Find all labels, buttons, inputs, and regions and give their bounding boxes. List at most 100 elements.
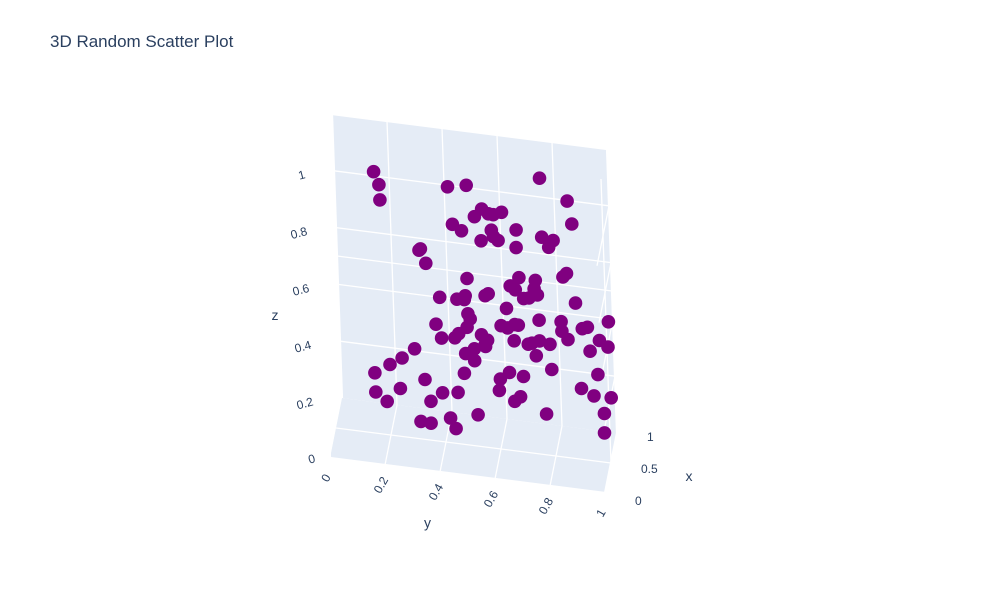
data-point (478, 288, 492, 303)
data-point (508, 283, 523, 297)
y-tick-label: 0.2 (371, 474, 392, 496)
data-point (568, 296, 583, 310)
axis-edges (318, 112, 619, 495)
data-point (539, 407, 554, 421)
data-point (554, 314, 568, 329)
data-point (373, 193, 387, 207)
data-point (565, 217, 579, 231)
data-point (604, 391, 618, 405)
data-point (559, 266, 574, 281)
data-point (440, 180, 455, 194)
data-point (561, 332, 575, 347)
data-point (434, 331, 449, 345)
data-point (546, 233, 560, 248)
data-point (507, 334, 521, 348)
z-tick-label: 0.8 (289, 224, 309, 242)
grid-line (335, 226, 612, 264)
data-point (424, 394, 438, 409)
data-point (574, 381, 589, 396)
data-point (492, 383, 507, 398)
data-point (460, 271, 474, 286)
data-point (418, 372, 432, 387)
axis-edge (318, 113, 334, 175)
x-axis-title: x (686, 468, 693, 484)
x-tick-label: 1 (647, 430, 654, 444)
y-tick-label: 0.6 (481, 488, 502, 510)
data-point (521, 337, 536, 352)
data-point (512, 270, 526, 285)
data-point (545, 362, 559, 377)
grid-line (598, 262, 612, 323)
data-point (449, 421, 463, 436)
grid-line (337, 283, 614, 321)
data-point (511, 318, 526, 333)
data-point (369, 385, 383, 399)
y-tick-label: 1 (593, 506, 609, 519)
data-point (534, 230, 549, 244)
data-point (601, 315, 616, 329)
data-point (407, 342, 422, 356)
grid-line (336, 255, 613, 292)
data-point (393, 381, 408, 396)
data-point (532, 313, 546, 328)
data-point (516, 369, 531, 384)
data-point (380, 394, 395, 409)
z-tick-label: 1 (297, 167, 307, 182)
x-tick-label: 0 (635, 494, 642, 508)
y-tick-label: 0.8 (536, 495, 557, 517)
y-axis-title: y (424, 515, 431, 531)
data-point (395, 351, 409, 365)
grid-line (596, 205, 610, 266)
axis-edge (318, 173, 332, 459)
z-tick-label: 0.4 (293, 338, 313, 356)
data-point (478, 339, 493, 354)
chart-title: 3D Random Scatter Plot (50, 32, 234, 51)
axis-edge (603, 432, 619, 494)
y-tick-label: 0.4 (426, 481, 447, 503)
data-point (575, 321, 590, 336)
data-point (467, 209, 482, 224)
z-tick-label: 0 (307, 451, 317, 466)
data-point (597, 406, 612, 421)
data-point (458, 346, 473, 361)
data-point (529, 349, 544, 363)
data-point (432, 290, 447, 305)
data-point (457, 366, 472, 381)
data-point (459, 178, 474, 193)
data-point (493, 372, 508, 386)
data-point (528, 273, 543, 288)
data-point (419, 256, 433, 271)
data-point (474, 234, 488, 248)
data-point (486, 207, 501, 222)
data-point (429, 317, 443, 332)
data-point (471, 408, 485, 422)
data-point (597, 426, 612, 440)
axis-edge (331, 112, 608, 151)
data-point (522, 291, 536, 305)
data-points (366, 164, 618, 440)
data-point (451, 385, 465, 400)
data-point (372, 177, 386, 192)
data-point (560, 194, 574, 208)
axis-titles: y z x (272, 307, 693, 531)
data-point (451, 326, 466, 341)
data-point (424, 416, 438, 431)
data-point (532, 171, 547, 185)
data-point (509, 223, 523, 237)
data-point (435, 386, 450, 400)
z-tick-label: 0.6 (291, 281, 311, 299)
data-point (532, 334, 547, 348)
data-point (508, 394, 522, 409)
data-point (383, 357, 397, 372)
y-tick-label: 0 (318, 471, 334, 484)
data-point (583, 344, 597, 359)
axis-edge (605, 148, 619, 434)
data-point (587, 389, 601, 403)
data-point (461, 307, 475, 321)
axis-edge (329, 456, 606, 495)
data-point (484, 223, 499, 237)
data-point (601, 340, 615, 354)
data-point (450, 292, 464, 307)
data-point (591, 367, 605, 382)
